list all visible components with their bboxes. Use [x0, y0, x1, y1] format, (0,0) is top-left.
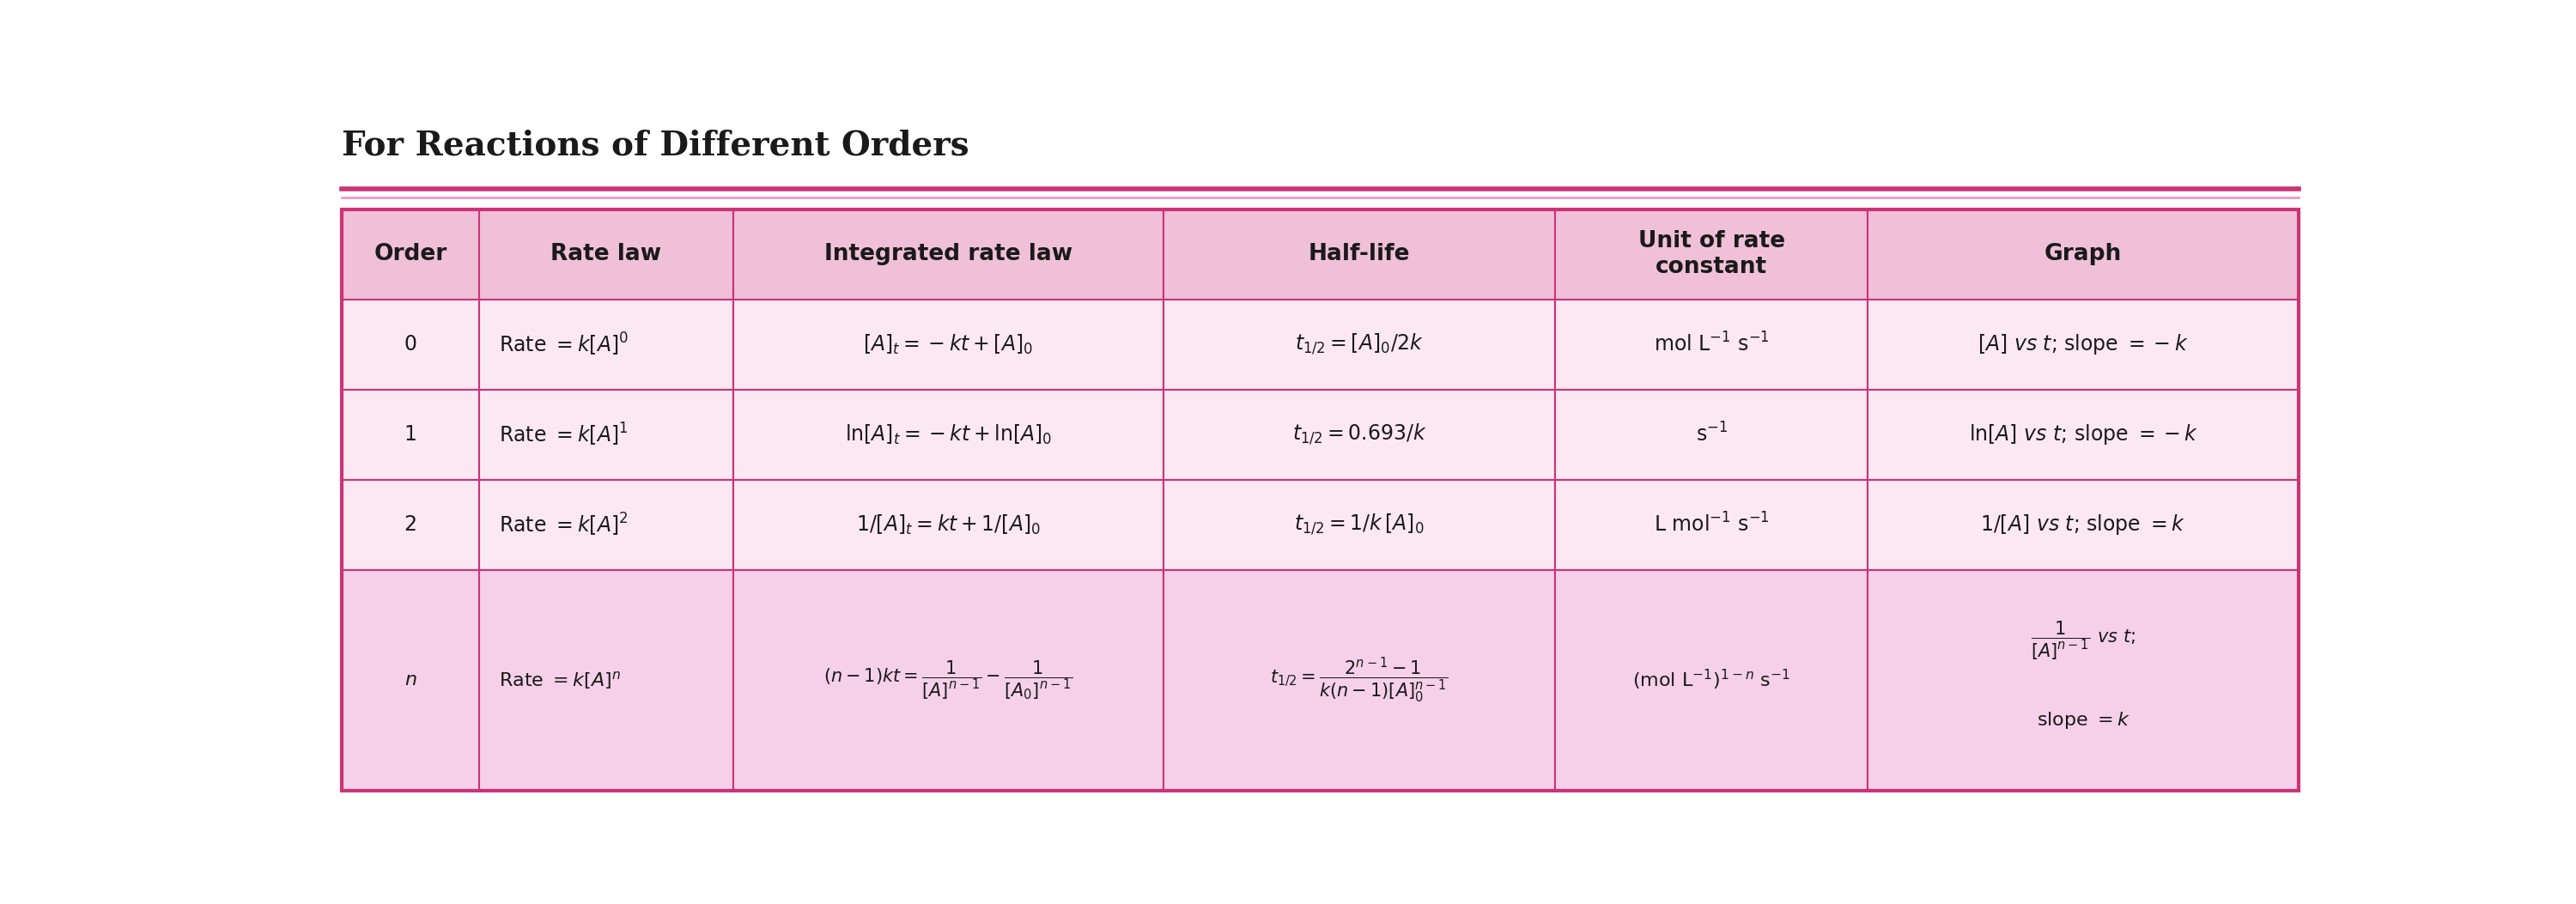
Bar [479, 210, 734, 299]
Bar [734, 299, 1164, 390]
Bar [479, 570, 734, 791]
Text: $[A]_t = -kt + [A]_0$: $[A]_t = -kt + [A]_0$ [863, 333, 1033, 356]
Text: $n$: $n$ [404, 672, 417, 689]
Bar [343, 390, 479, 480]
Text: Integrated rate law: Integrated rate law [824, 243, 1072, 266]
Bar [1556, 570, 1868, 791]
Text: $\ln[A]_t = -kt + \ln [A]_0$: $\ln[A]_t = -kt + \ln [A]_0$ [845, 423, 1051, 447]
Bar [343, 480, 479, 570]
Bar [1868, 480, 2298, 570]
Bar [1556, 390, 1868, 480]
Text: mol L$^{-1}$ s$^{-1}$: mol L$^{-1}$ s$^{-1}$ [1654, 333, 1770, 356]
Bar [343, 570, 479, 791]
Bar [1164, 299, 1556, 390]
Text: 2: 2 [404, 514, 417, 535]
Text: $t_{1/2} = [A]_0/2k$: $t_{1/2} = [A]_0/2k$ [1296, 333, 1425, 356]
Bar [1164, 570, 1556, 791]
Text: $\dfrac{1}{[A]^{n-1}}$ $vs\ t;$: $\dfrac{1}{[A]^{n-1}}$ $vs\ t;$ [2030, 619, 2136, 662]
Bar [1868, 299, 2298, 390]
Text: $[A]$ $vs$ $t$; slope $= -k$: $[A]$ $vs$ $t$; slope $= -k$ [1978, 333, 2190, 356]
Text: Graph: Graph [2045, 243, 2123, 266]
Text: $t_{1/2} = 1/k\,[A]_0$: $t_{1/2} = 1/k\,[A]_0$ [1293, 513, 1425, 537]
Bar [1868, 210, 2298, 299]
Text: Order: Order [374, 243, 448, 266]
Text: Rate $= k[A]^n$: Rate $= k[A]^n$ [500, 670, 621, 691]
Text: L mol$^{-1}$ s$^{-1}$: L mol$^{-1}$ s$^{-1}$ [1654, 513, 1770, 536]
Bar [1556, 480, 1868, 570]
Text: For Reactions of Different Orders: For Reactions of Different Orders [343, 129, 969, 162]
Bar [479, 480, 734, 570]
Text: $\ln[A]$ $vs$ $t$; slope $= -k$: $\ln[A]$ $vs$ $t$; slope $= -k$ [1968, 422, 2197, 447]
Bar [479, 390, 734, 480]
Text: Half-life: Half-life [1309, 243, 1409, 266]
Text: $1/[A]$ $vs$ $t$; slope $= k$: $1/[A]$ $vs$ $t$; slope $= k$ [1981, 513, 2187, 537]
Text: slope $= k$: slope $= k$ [2038, 710, 2130, 730]
Text: $t_{1/2} = 0.693/k$: $t_{1/2} = 0.693/k$ [1293, 422, 1427, 447]
Bar [1164, 480, 1556, 570]
Bar [734, 570, 1164, 791]
Bar [1164, 210, 1556, 299]
Bar [1556, 299, 1868, 390]
Text: 1: 1 [404, 424, 417, 445]
Bar [1868, 390, 2298, 480]
Text: (mol L$^{-1})^{1-n}$ s$^{-1}$: (mol L$^{-1})^{1-n}$ s$^{-1}$ [1633, 668, 1790, 692]
Bar [343, 299, 479, 390]
Bar [343, 210, 2298, 791]
Text: Rate $= k[A]^1$: Rate $= k[A]^1$ [500, 421, 629, 448]
Text: Unit of rate
constant: Unit of rate constant [1638, 231, 1785, 278]
Bar [734, 210, 1164, 299]
Text: Rate law: Rate law [551, 243, 662, 266]
Bar [343, 210, 479, 299]
Bar [1164, 390, 1556, 480]
Bar [1868, 570, 2298, 791]
Text: $t_{1/2} = \dfrac{2^{n-1}-1}{k(n-1)[A]_0^{n-1}}$: $t_{1/2} = \dfrac{2^{n-1}-1}{k(n-1)[A]_0… [1270, 655, 1448, 705]
Text: Rate $= k[A]^2$: Rate $= k[A]^2$ [500, 512, 629, 538]
Text: $(n-1)kt = \dfrac{1}{[A]^{n-1}} - \dfrac{1}{[A_0]^{n-1}}$: $(n-1)kt = \dfrac{1}{[A]^{n-1}} - \dfrac… [824, 659, 1074, 702]
Bar [734, 390, 1164, 480]
Bar [479, 299, 734, 390]
Text: s$^{-1}$: s$^{-1}$ [1695, 423, 1728, 447]
Text: Rate $= k[A]^0$: Rate $= k[A]^0$ [500, 331, 629, 358]
Text: $1/[A]_t = kt + 1/[A]_0$: $1/[A]_t = kt + 1/[A]_0$ [855, 513, 1041, 536]
Text: 0: 0 [404, 334, 417, 355]
Bar [734, 480, 1164, 570]
Bar [1556, 210, 1868, 299]
